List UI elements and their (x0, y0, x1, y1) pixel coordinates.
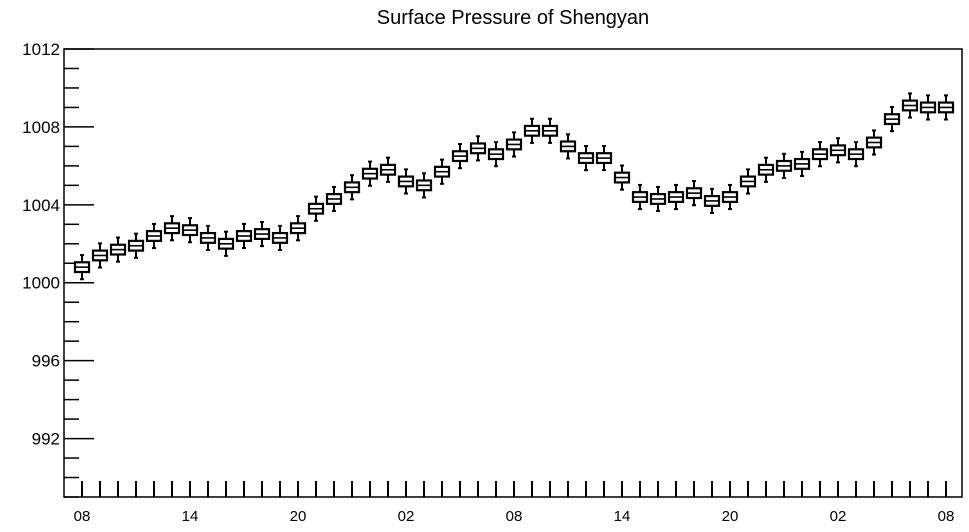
boxplot-item (397, 168, 415, 195)
y-tick-label: 1012 (22, 40, 60, 59)
boxplot-item (559, 133, 577, 160)
boxplot-item (235, 222, 253, 250)
boxplot-item (505, 131, 523, 158)
boxplot-item (469, 135, 487, 162)
boxplot-series (73, 92, 955, 281)
y-tick-label: 1008 (22, 118, 60, 137)
boxplot-item (523, 117, 541, 144)
boxplot-item (145, 222, 163, 250)
boxplot-item (415, 172, 433, 199)
x-tick-label: 14 (614, 508, 631, 525)
boxplot-item (757, 156, 775, 183)
y-axis: 992 996 1000 1004 1008 1012 (22, 40, 94, 498)
boxplot-item (937, 94, 955, 121)
x-tick-label: 02 (830, 508, 847, 525)
chart-title: Surface Pressure of Shengyan (377, 7, 649, 29)
x-tick-label: 08 (74, 508, 91, 525)
y-tick-label: 992 (32, 430, 60, 449)
boxplot-item (847, 141, 865, 168)
boxplot-item (883, 106, 901, 133)
boxplot-item (325, 185, 343, 213)
boxplot-item (631, 183, 649, 211)
boxplot-item (721, 183, 739, 211)
x-tick-label: 08 (938, 508, 955, 525)
boxplot-item (91, 242, 109, 269)
boxplot-item (775, 152, 793, 179)
boxplot-item (577, 145, 595, 172)
boxplot-item (541, 117, 559, 144)
boxplot-item (163, 215, 181, 242)
boxplot-item (307, 195, 325, 222)
y-tick-label: 996 (32, 352, 60, 371)
boxplot-item (433, 158, 451, 185)
boxplot-item (361, 160, 379, 187)
boxplot-item (793, 150, 811, 177)
x-tick-label: 02 (398, 508, 415, 525)
boxplot-item (199, 224, 217, 252)
boxplot-item (127, 232, 145, 259)
plot-frame (63, 48, 963, 498)
boxplot-item (217, 230, 235, 257)
boxplot-item (487, 141, 505, 168)
boxplot-item (703, 187, 721, 215)
boxplot-item (343, 174, 361, 201)
x-tick-label: 20 (722, 508, 739, 525)
x-tick-label: 14 (182, 508, 199, 525)
boxplot-item (451, 143, 469, 170)
boxplot-item (253, 220, 271, 248)
y-tick-label: 1004 (22, 196, 60, 215)
boxplot-item (181, 217, 199, 244)
x-axis: 08 14 20 02 08 14 20 02 08 (74, 481, 955, 525)
y-tick-label: 1000 (22, 274, 60, 293)
boxplot-item (613, 164, 631, 191)
boxplot-item (649, 185, 667, 213)
x-tick-label: 20 (290, 508, 307, 525)
boxplot-item (595, 145, 613, 172)
boxplot-item (811, 141, 829, 168)
boxplot-item (865, 129, 883, 156)
boxplot-item (379, 156, 397, 183)
boxplot-item (109, 236, 127, 263)
boxplot-item (685, 180, 703, 207)
boxplot-item (271, 224, 289, 252)
boxplot-item (829, 137, 847, 164)
boxplot-item (289, 215, 307, 242)
boxplot-item (919, 94, 937, 121)
x-tick-label: 08 (506, 508, 523, 525)
boxplot-item (667, 183, 685, 211)
boxplot-item (739, 168, 757, 195)
boxplot-item (901, 92, 919, 119)
boxplot-item (73, 254, 91, 281)
